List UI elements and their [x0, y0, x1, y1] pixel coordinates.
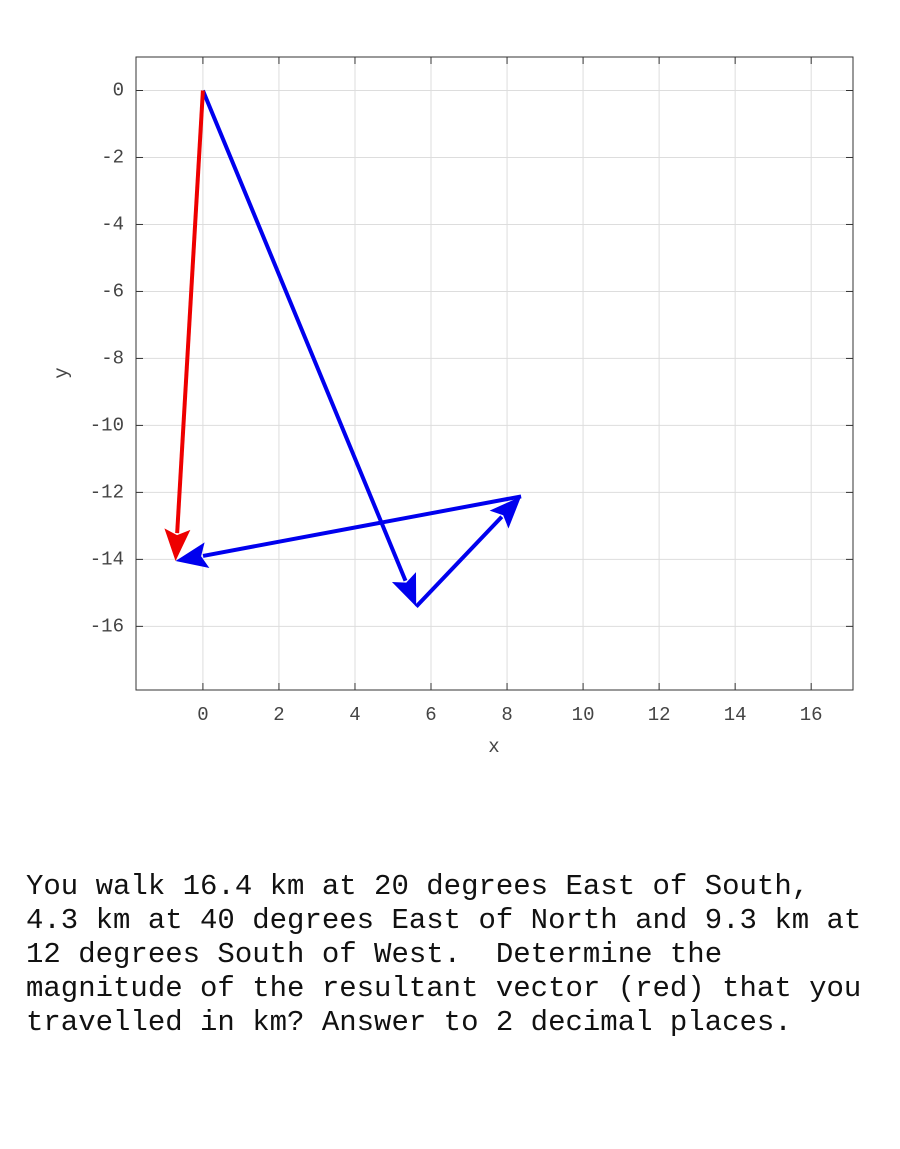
vector-shaft [201, 89, 408, 582]
y-tick-label: -12 [90, 481, 124, 503]
question-line: magnitude of the resultant vector (red) … [26, 972, 862, 1005]
x-tick-label: 6 [425, 704, 436, 726]
chart: x y 0 2 4 6 8 10 12 14 16 0 -2 -4 -6 -8 -10 -12 -14 -16 [51, 56, 854, 758]
question-line: 4.3 km at 40 degrees East of North and 9… [26, 904, 862, 937]
x-tick-label: 4 [349, 704, 360, 726]
y-tick-label: -10 [90, 414, 124, 436]
vector-head [489, 496, 522, 529]
y-tick-label: -4 [101, 213, 124, 235]
vector-head [391, 572, 417, 607]
vector-shaft [175, 90, 205, 534]
y-tick-label: -2 [101, 146, 124, 168]
x-tick-label: 2 [273, 704, 284, 726]
x-tick-label: 8 [501, 704, 512, 726]
vector-shaft [202, 494, 522, 558]
y-tick-label: -14 [90, 548, 124, 570]
x-tick-label: 12 [648, 704, 671, 726]
question-line: travelled in km? Answer to 2 decimal pla… [26, 1006, 792, 1039]
y-axis-label: y [51, 367, 73, 378]
vector-head [175, 542, 210, 568]
y-tick-label: -16 [90, 615, 124, 637]
x-axis-label: x [488, 736, 499, 758]
x-tick-label: 16 [800, 704, 823, 726]
y-tick-label: -8 [101, 347, 124, 369]
x-tick-label: 10 [572, 704, 595, 726]
plot-frame [135, 56, 854, 691]
vector-head [164, 528, 191, 562]
y-tick-label: -6 [101, 280, 124, 302]
question-text: You walk 16.4 km at 20 degrees East of S… [26, 870, 861, 1040]
question-line: 12 degrees South of West. Determine the [26, 938, 723, 971]
y-tick-label: 0 [113, 80, 124, 102]
question-line: You walk 16.4 km at 20 degrees East of S… [26, 870, 810, 903]
x-tick-label: 0 [197, 704, 208, 726]
vector-shaft [414, 515, 504, 608]
x-tick-label: 14 [724, 704, 747, 726]
